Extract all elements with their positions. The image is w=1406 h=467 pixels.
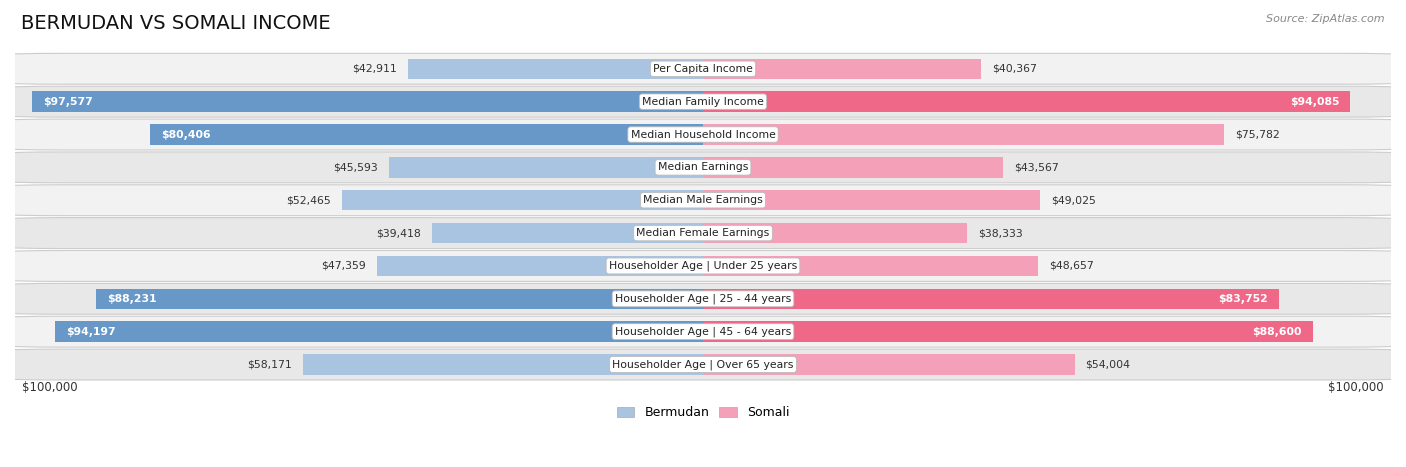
Text: $75,782: $75,782 bbox=[1236, 129, 1279, 140]
Text: $52,465: $52,465 bbox=[287, 195, 330, 205]
Text: Per Capita Income: Per Capita Income bbox=[652, 64, 754, 74]
Text: $88,231: $88,231 bbox=[107, 294, 156, 304]
Bar bbox=[389, 157, 703, 177]
Bar bbox=[703, 223, 967, 243]
FancyBboxPatch shape bbox=[8, 283, 1398, 314]
Text: BERMUDAN VS SOMALI INCOME: BERMUDAN VS SOMALI INCOME bbox=[21, 14, 330, 33]
Text: $94,085: $94,085 bbox=[1289, 97, 1340, 106]
Bar bbox=[703, 289, 1279, 309]
Text: Source: ZipAtlas.com: Source: ZipAtlas.com bbox=[1267, 14, 1385, 24]
Text: $97,577: $97,577 bbox=[42, 97, 93, 106]
Text: $43,567: $43,567 bbox=[1014, 163, 1059, 172]
Text: $58,171: $58,171 bbox=[247, 360, 292, 369]
Text: Householder Age | 25 - 44 years: Householder Age | 25 - 44 years bbox=[614, 294, 792, 304]
Text: $88,600: $88,600 bbox=[1253, 327, 1302, 337]
Text: $49,025: $49,025 bbox=[1052, 195, 1097, 205]
FancyBboxPatch shape bbox=[8, 185, 1398, 216]
Bar bbox=[703, 256, 1038, 276]
Bar bbox=[32, 92, 703, 112]
Text: Median Earnings: Median Earnings bbox=[658, 163, 748, 172]
Text: $48,657: $48,657 bbox=[1049, 261, 1094, 271]
Bar bbox=[408, 58, 703, 79]
Text: Median Family Income: Median Family Income bbox=[643, 97, 763, 106]
Text: $40,367: $40,367 bbox=[991, 64, 1036, 74]
FancyBboxPatch shape bbox=[8, 316, 1398, 347]
Text: Median Household Income: Median Household Income bbox=[630, 129, 776, 140]
Bar bbox=[703, 157, 1002, 177]
Bar bbox=[432, 223, 703, 243]
FancyBboxPatch shape bbox=[8, 53, 1398, 84]
Bar bbox=[703, 354, 1074, 375]
Text: Householder Age | 45 - 64 years: Householder Age | 45 - 64 years bbox=[614, 326, 792, 337]
Bar bbox=[703, 321, 1313, 342]
Text: $80,406: $80,406 bbox=[160, 129, 211, 140]
Bar bbox=[703, 58, 981, 79]
FancyBboxPatch shape bbox=[8, 349, 1398, 380]
Bar bbox=[342, 190, 703, 211]
FancyBboxPatch shape bbox=[8, 250, 1398, 282]
Bar bbox=[96, 289, 703, 309]
Text: $94,197: $94,197 bbox=[66, 327, 115, 337]
Text: $83,752: $83,752 bbox=[1219, 294, 1268, 304]
Text: $54,004: $54,004 bbox=[1085, 360, 1130, 369]
Text: $100,000: $100,000 bbox=[1329, 381, 1384, 394]
FancyBboxPatch shape bbox=[8, 218, 1398, 248]
Text: $45,593: $45,593 bbox=[333, 163, 378, 172]
Legend: Bermudan, Somali: Bermudan, Somali bbox=[612, 401, 794, 424]
Bar bbox=[703, 124, 1225, 145]
Text: Householder Age | Under 25 years: Householder Age | Under 25 years bbox=[609, 261, 797, 271]
Text: $100,000: $100,000 bbox=[22, 381, 77, 394]
Text: $47,359: $47,359 bbox=[322, 261, 366, 271]
FancyBboxPatch shape bbox=[8, 86, 1398, 117]
Bar bbox=[150, 124, 703, 145]
FancyBboxPatch shape bbox=[8, 152, 1398, 183]
Text: $42,911: $42,911 bbox=[352, 64, 396, 74]
Text: Householder Age | Over 65 years: Householder Age | Over 65 years bbox=[612, 359, 794, 370]
Bar bbox=[55, 321, 703, 342]
Text: $38,333: $38,333 bbox=[977, 228, 1022, 238]
Bar bbox=[703, 92, 1350, 112]
Text: Median Female Earnings: Median Female Earnings bbox=[637, 228, 769, 238]
Bar bbox=[703, 190, 1040, 211]
Bar bbox=[302, 354, 703, 375]
Text: Median Male Earnings: Median Male Earnings bbox=[643, 195, 763, 205]
Text: $39,418: $39,418 bbox=[375, 228, 420, 238]
Bar bbox=[377, 256, 703, 276]
FancyBboxPatch shape bbox=[8, 119, 1398, 150]
